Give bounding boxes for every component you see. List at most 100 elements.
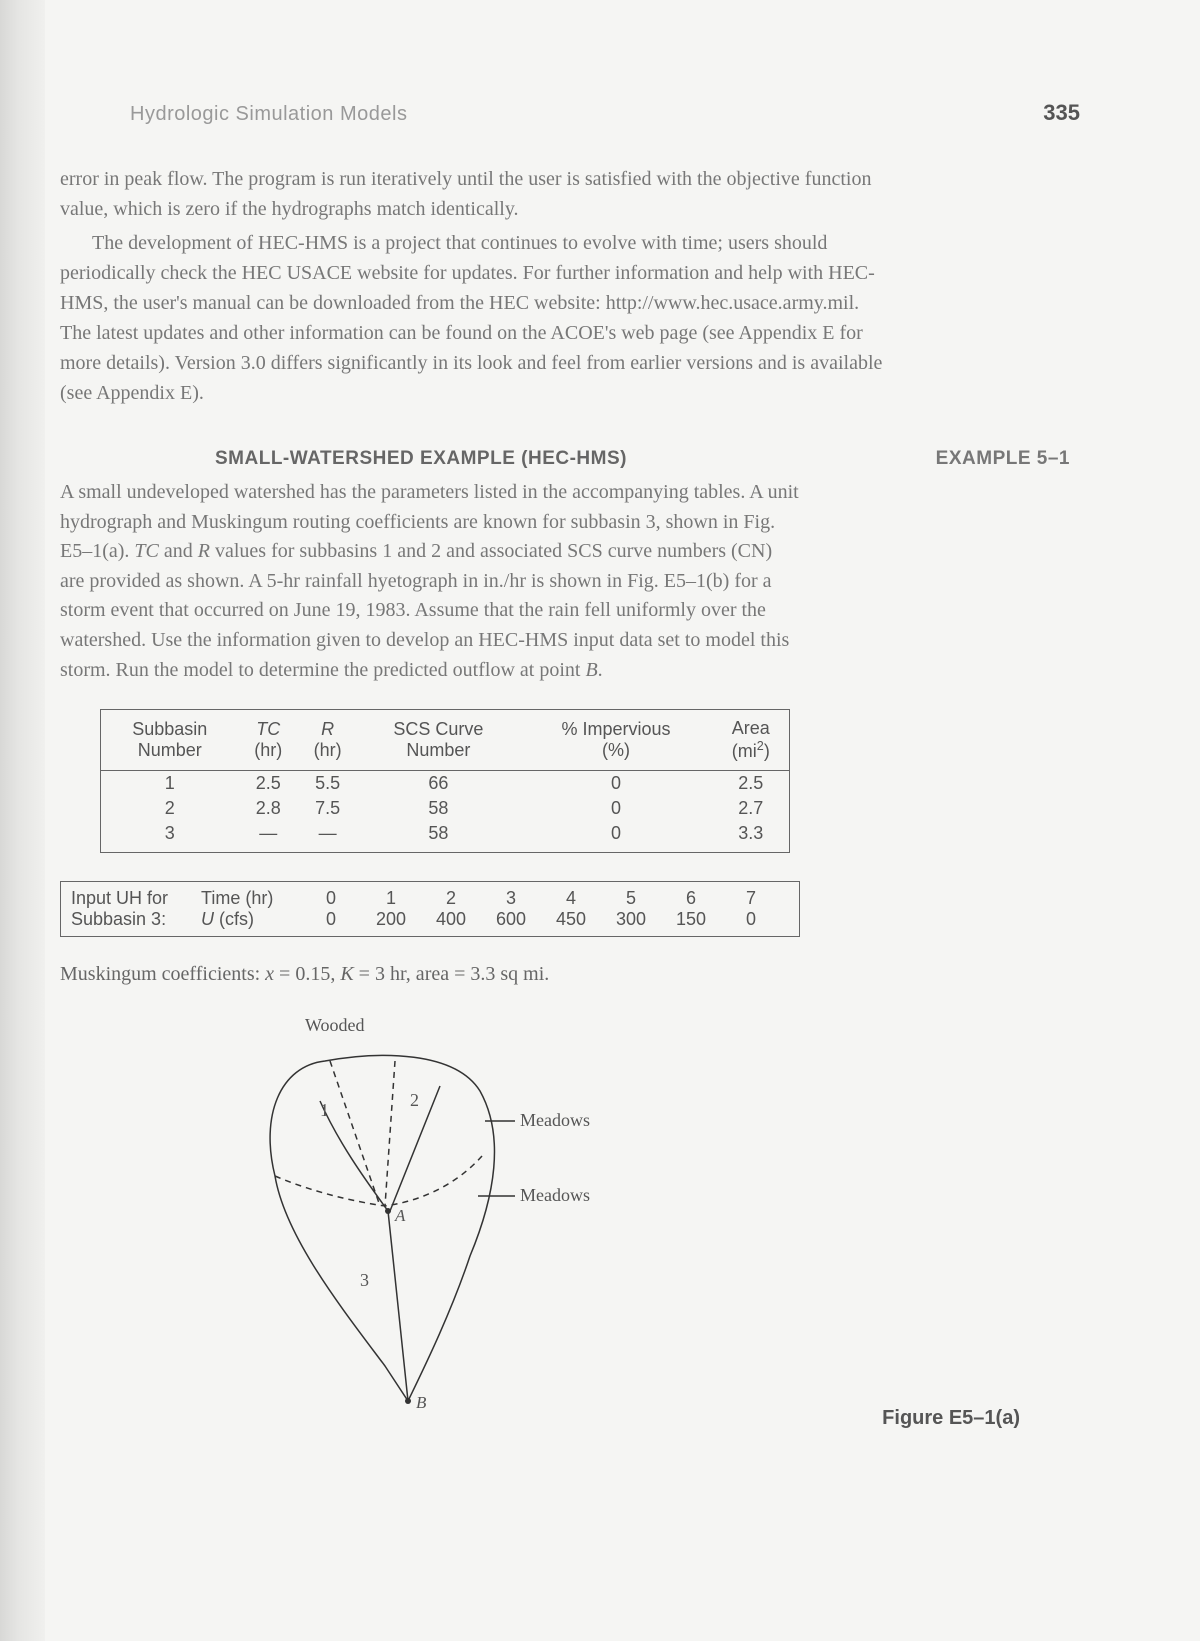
uh-t: 0 — [301, 888, 361, 909]
musk-k: K — [340, 963, 353, 985]
watershed-diagram: Wooded Meadows Meadows 1 2 3 A B — [220, 1006, 640, 1426]
cell: 5.5 — [298, 771, 357, 797]
uh-row-time: Input UH for Time (hr) 0 1 2 3 4 5 6 7 — [71, 888, 789, 909]
uh-v: 300 — [601, 909, 661, 930]
table-row: 1 2.5 5.5 66 0 2.5 — [101, 771, 790, 797]
cell: 0 — [519, 796, 712, 821]
col-r: R(hr) — [298, 710, 357, 771]
watershed-boundary — [270, 1056, 494, 1402]
cell: 0 — [519, 821, 712, 853]
cell: 7.5 — [298, 796, 357, 821]
h6be: ) — [764, 741, 770, 761]
cell: 2.5 — [713, 771, 790, 797]
uh-row-values: Subbasin 3: U (cfs) 0 200 400 600 450 30… — [71, 909, 789, 930]
label-point-a: A — [394, 1206, 406, 1225]
h3b: (hr) — [314, 740, 342, 760]
scan-edge-shadow — [0, 0, 45, 1641]
col-imp: % Impervious(%) — [519, 710, 712, 771]
musk-xeq: = 0.15, — [274, 963, 340, 985]
point-a-marker — [385, 1208, 391, 1214]
label-meadows-2: Meadows — [520, 1185, 590, 1205]
label-sub1: 1 — [320, 1100, 329, 1120]
uh-v: 150 — [661, 909, 721, 930]
h2a: TC — [256, 719, 280, 739]
label-sub3: 3 — [360, 1270, 369, 1290]
col-subbasin: SubbasinNumber — [101, 710, 239, 771]
page-number: 335 — [1043, 100, 1080, 126]
uh-v: 200 — [361, 909, 421, 930]
example-period: . — [598, 659, 603, 681]
cell: 2.8 — [239, 796, 298, 821]
body-paragraph-1: error in peak flow. The program is run i… — [60, 164, 1110, 224]
label-meadows-1: Meadows — [520, 1110, 590, 1130]
example-header: SMALL-WATERSHED EXAMPLE (HEC-HMS) EXAMPL… — [60, 448, 1110, 470]
example-title: SMALL-WATERSHED EXAMPLE (HEC-HMS) — [215, 448, 627, 470]
cell: 2.7 — [713, 796, 790, 821]
stream-3 — [388, 1211, 408, 1401]
label-point-b: B — [416, 1393, 427, 1412]
uh-v: 0 — [721, 909, 781, 930]
page-header: Hydrologic Simulation Models 335 — [60, 100, 1110, 126]
b-ital: B — [585, 659, 597, 681]
h3a: R — [321, 719, 334, 739]
uh-t: 1 — [361, 888, 421, 909]
cell: 66 — [357, 771, 519, 797]
divide-1-2 — [385, 1061, 395, 1206]
muskingum-line: Muskingum coefficients: x = 0.15, K = 3 … — [60, 963, 1110, 986]
cell: 2.5 — [239, 771, 298, 797]
figure-caption: Figure E5–1(a) — [882, 1407, 1020, 1430]
subbasin-table: SubbasinNumber TC(hr) R(hr) SCS CurveNum… — [100, 709, 790, 853]
h4a: SCS Curve — [393, 719, 483, 739]
divide-1-3 — [330, 1061, 380, 1206]
r-ital: R — [198, 540, 210, 562]
uh-v: 400 — [421, 909, 481, 930]
cell: 58 — [357, 821, 519, 853]
h1a: Subbasin — [132, 719, 207, 739]
musk-x: x — [265, 963, 274, 985]
h6bs: 2 — [757, 739, 764, 753]
cell: 3 — [101, 821, 239, 853]
uh-t: 7 — [721, 888, 781, 909]
uh-v: 0 — [301, 909, 361, 930]
uh-t: 5 — [601, 888, 661, 909]
cell: 2 — [101, 796, 239, 821]
cell: 58 — [357, 796, 519, 821]
h5b: (%) — [602, 740, 630, 760]
example-body: A small undeveloped watershed has the pa… — [60, 478, 1110, 685]
tc-ital: TC — [134, 540, 158, 562]
table-row: 2 2.8 7.5 58 0 2.7 — [101, 796, 790, 821]
and-label: and — [159, 540, 198, 562]
h4b: Number — [406, 740, 470, 760]
uh-table: Input UH for Time (hr) 0 1 2 3 4 5 6 7 S… — [60, 881, 800, 937]
uh-t: 6 — [661, 888, 721, 909]
uh-t: 3 — [481, 888, 541, 909]
cell: — — [298, 821, 357, 853]
cell: 1 — [101, 771, 239, 797]
col-scs: SCS CurveNumber — [357, 710, 519, 771]
h6bp: (mi — [732, 741, 757, 761]
table-row: 3 — — 58 0 3.3 — [101, 821, 790, 853]
musk-keq: = 3 hr, area = 3.3 sq mi. — [354, 963, 550, 985]
uh-t: 4 — [541, 888, 601, 909]
uh-v: 600 — [481, 909, 541, 930]
uh-u-post: (cfs) — [214, 909, 254, 929]
example-number: EXAMPLE 5–1 — [936, 448, 1070, 470]
body-paragraph-2: The development of HEC-HMS is a project … — [60, 228, 1110, 408]
label-sub2: 2 — [410, 1090, 419, 1110]
cell: — — [239, 821, 298, 853]
subbasin-tbody: 1 2.5 5.5 66 0 2.5 2 2.8 7.5 58 0 2.7 3 … — [101, 771, 790, 853]
h2b: (hr) — [254, 740, 282, 760]
h6a: Area — [732, 718, 770, 738]
uh-t: 2 — [421, 888, 481, 909]
col-tc: TC(hr) — [239, 710, 298, 771]
uh-lab1: Input UH for — [71, 888, 201, 909]
figure-area: Wooded Meadows Meadows 1 2 3 A B Figure … — [60, 1006, 1110, 1436]
uh-time-label: Time (hr) — [201, 888, 301, 909]
h5a: % Impervious — [561, 719, 670, 739]
uh-lab2: Subbasin 3: — [71, 909, 201, 930]
musk-pre: Muskingum coefficients: — [60, 963, 265, 985]
point-b-marker — [405, 1398, 411, 1404]
uh-v: 450 — [541, 909, 601, 930]
label-wooded: Wooded — [305, 1015, 365, 1035]
page-content: Hydrologic Simulation Models 335 error i… — [60, 100, 1110, 1436]
